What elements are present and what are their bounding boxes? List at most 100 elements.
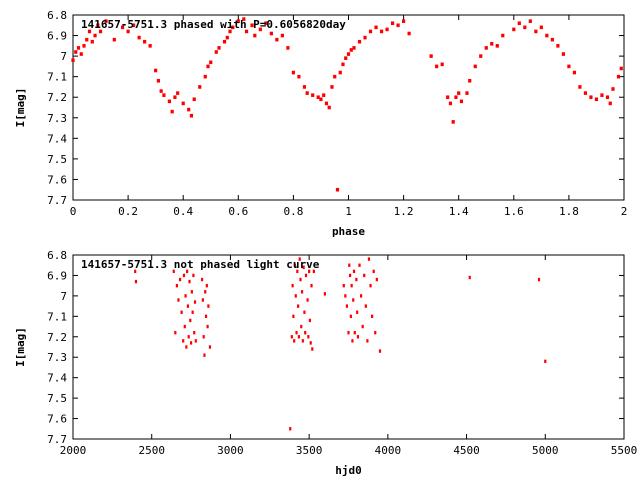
data-point [301, 339, 304, 343]
x-tick-label: 1.4 [449, 205, 469, 218]
y-tick-label: 7.7 [47, 433, 67, 446]
data-point [300, 290, 304, 294]
x-tick-label: 0.6 [228, 205, 248, 218]
y-tick-label: 7 [60, 290, 67, 303]
data-point [85, 37, 89, 42]
data-point [545, 33, 549, 38]
y-tick-label: 7.1 [47, 71, 67, 84]
data-point [544, 359, 547, 364]
data-point [242, 17, 246, 21]
data-point [112, 37, 116, 42]
data-point [346, 52, 351, 56]
y-tick-label: 7.4 [47, 132, 67, 145]
data-point [90, 39, 94, 44]
data-point [349, 48, 353, 52]
y-tick-label: 7 [60, 50, 67, 63]
data-point [204, 314, 208, 319]
data-point [600, 93, 604, 97]
data-point [440, 62, 444, 67]
x-tick-label: 1.2 [394, 205, 414, 218]
data-point [154, 68, 158, 73]
data-point [269, 31, 273, 36]
data-point [396, 23, 400, 28]
data-point [372, 269, 375, 274]
data-point [578, 85, 582, 89]
data-point [222, 39, 227, 44]
data-point [180, 310, 183, 314]
data-point [303, 310, 306, 314]
data-point [217, 46, 221, 50]
data-point [347, 330, 350, 335]
data-point [182, 339, 185, 343]
data-point [344, 294, 347, 298]
data-point [459, 99, 464, 104]
data-point [208, 345, 212, 349]
data-point [206, 64, 210, 69]
x-tick-label: 0 [70, 205, 77, 218]
data-point [93, 33, 97, 38]
x-tick-label: 3500 [296, 444, 323, 457]
y-tick-label: 7.3 [47, 351, 67, 364]
data-point [534, 29, 538, 34]
data-point [473, 64, 477, 69]
x-tick-label: 1.6 [504, 205, 524, 218]
x-tick-label: 0.8 [283, 205, 303, 218]
data-point [120, 25, 125, 30]
y-tick-label: 7.1 [47, 310, 67, 323]
data-point [176, 91, 180, 95]
data-point [355, 277, 358, 282]
data-point [187, 335, 190, 339]
data-point [429, 54, 433, 58]
data-point [194, 339, 197, 343]
chart-title: 141657-5751.3 not phased light curve [81, 258, 320, 271]
chart-title: 141657-5751.3 phased with P=0.6056820day [81, 18, 346, 31]
data-point [517, 21, 521, 26]
data-point [244, 29, 249, 34]
data-point [143, 39, 147, 44]
data-point [172, 269, 175, 274]
data-point [324, 101, 329, 106]
data-point [190, 290, 193, 294]
data-point [134, 279, 138, 284]
data-point [319, 97, 323, 102]
data-point [312, 269, 315, 274]
data-point [200, 277, 204, 282]
data-point [189, 113, 194, 118]
data-point [465, 91, 469, 95]
data-point [528, 19, 532, 23]
data-point [289, 427, 292, 431]
data-point [185, 345, 188, 349]
data-point [349, 314, 352, 319]
data-point [79, 52, 83, 56]
data-point [304, 330, 307, 335]
data-point [374, 330, 377, 335]
y-tick-label: 7.2 [47, 331, 67, 344]
data-point [589, 95, 593, 100]
data-point [177, 298, 180, 302]
data-point [181, 101, 185, 106]
data-point [556, 44, 560, 48]
y-tick-label: 7.7 [47, 194, 67, 207]
data-point [539, 25, 543, 30]
data-point [338, 70, 342, 75]
data-point [366, 339, 369, 343]
data-point [344, 56, 348, 60]
data-point [74, 50, 78, 54]
data-point [348, 273, 352, 278]
data-point [302, 85, 307, 89]
data-point [204, 290, 207, 294]
y-axis-label: I[mag] [14, 88, 27, 128]
data-point [98, 29, 103, 34]
x-tick-label: 0.2 [118, 205, 138, 218]
data-point [537, 277, 541, 282]
data-point [368, 29, 373, 34]
data-point [512, 27, 516, 32]
x-tick-label: 5000 [532, 444, 559, 457]
x-tick-label: 4500 [453, 444, 480, 457]
data-point [293, 263, 297, 267]
data-point [567, 64, 571, 69]
data-point [490, 41, 494, 46]
data-point [286, 46, 290, 50]
data-point [71, 58, 75, 63]
data-point [305, 91, 309, 95]
